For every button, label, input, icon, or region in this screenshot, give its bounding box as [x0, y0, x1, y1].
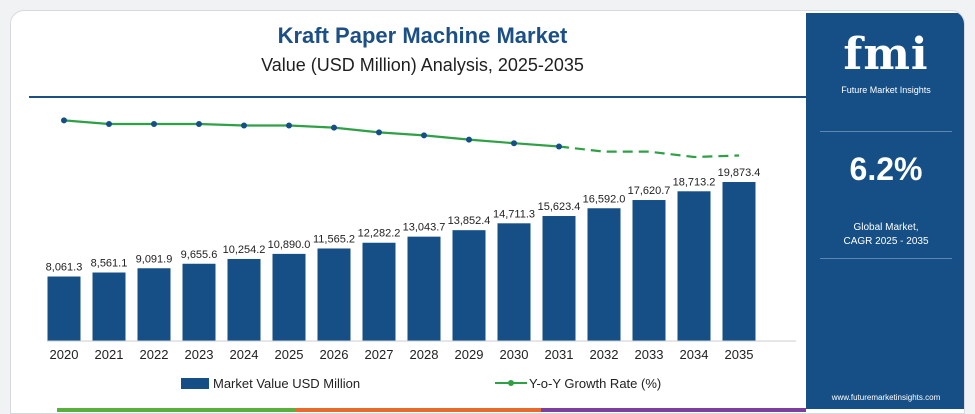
title-underline	[29, 96, 806, 98]
legend-swatch-marker	[508, 380, 514, 386]
x-tick-label: 2022	[140, 347, 169, 362]
bar	[47, 276, 81, 341]
legend-swatch-bars	[181, 378, 209, 389]
bar-value-label: 13,852.4	[448, 215, 491, 227]
bar-value-label: 8,061.3	[46, 262, 83, 274]
chart-title: Kraft Paper Machine Market	[277, 23, 568, 48]
x-tick-label: 2033	[635, 347, 664, 362]
panel-divider	[820, 131, 952, 132]
legend-label-line: Y-o-Y Growth Rate (%)	[529, 376, 661, 391]
x-tick-label: 2025	[275, 347, 304, 362]
x-tick-label: 2028	[410, 347, 439, 362]
bar-value-label: 12,282.2	[358, 228, 401, 240]
x-tick-label: 2024	[230, 347, 259, 362]
accent-strip-green	[57, 408, 295, 412]
website-url: www.futuremarketinsights.com	[831, 393, 941, 402]
logo-subtitle: Future Market Insights	[841, 85, 931, 95]
bar	[272, 253, 306, 341]
bar-value-label: 10,890.0	[268, 239, 311, 251]
bar-value-label: 15,623.4	[538, 201, 581, 213]
bar-value-label: 17,620.7	[628, 185, 671, 197]
bar	[677, 191, 711, 341]
bar-value-label: 14,711.3	[493, 208, 535, 220]
x-tick-label: 2030	[500, 347, 529, 362]
growth-point	[331, 124, 337, 131]
cagr-label: Global Market, CAGR 2025 - 2035	[816, 221, 956, 249]
bar	[362, 242, 396, 341]
bar	[92, 272, 126, 341]
x-tick-label: 2032	[590, 347, 619, 362]
x-tick-label: 2034	[680, 347, 709, 362]
market-chart: 8,061.3 2020 8,561.1 2021 9,091.9 2022 9,655.6…	[46, 117, 796, 391]
accent-strip-purple	[541, 408, 806, 412]
x-tick-label: 2035	[725, 347, 754, 362]
growth-point	[196, 121, 202, 127]
panel-divider	[820, 258, 952, 259]
growth-line-solid	[63, 119, 560, 148]
bar	[227, 258, 261, 341]
growth-point	[106, 121, 112, 127]
growth-point	[61, 117, 67, 124]
bar	[137, 268, 171, 341]
growth-point	[286, 122, 292, 129]
accent-strip-orange	[295, 408, 541, 412]
x-tick-label: 2023	[185, 347, 214, 362]
bar-value-label: 19,873.4	[718, 167, 761, 179]
growth-point	[241, 122, 247, 129]
bar	[182, 263, 216, 341]
x-tick-label: 2026	[320, 347, 349, 362]
bar	[542, 216, 576, 341]
chart-subtitle: Value (USD Million) Analysis, 2025-2035	[261, 55, 584, 75]
bar-value-label: 9,091.9	[136, 253, 173, 265]
growth-point	[376, 129, 382, 136]
growth-line-dashed	[558, 145, 740, 159]
x-tick-label: 2031	[545, 347, 574, 362]
bar-value-label: 10,254.2	[223, 244, 266, 256]
growth-point	[556, 143, 562, 150]
cagr-label-line1: Global Market,	[853, 222, 919, 233]
growth-point	[466, 136, 472, 143]
bar	[407, 236, 441, 341]
bar-value-label: 9,655.6	[181, 249, 218, 261]
growth-point	[511, 140, 517, 147]
bar	[722, 182, 756, 341]
bar	[452, 230, 486, 341]
x-tick-label: 2020	[50, 347, 79, 362]
fmi-logo: fmi Future Market Insights	[824, 27, 948, 107]
bar-value-label: 13,043.7	[403, 222, 446, 234]
cagr-value: 6.2%	[849, 151, 923, 187]
bar	[632, 200, 666, 341]
side-panel: fmi Future Market Insights 6.2% Global M…	[806, 13, 964, 409]
bar	[497, 223, 531, 341]
growth-point	[151, 121, 157, 127]
x-tick-label: 2029	[455, 347, 484, 362]
x-tick-label: 2027	[365, 347, 394, 362]
logo-wordmark: fmi	[843, 29, 929, 80]
chart-header: Kraft Paper Machine Market Value (USD Mi…	[29, 11, 816, 97]
bar-value-label: 8,561.1	[91, 258, 128, 270]
bar-value-label: 11,565.2	[313, 233, 355, 245]
bar	[587, 208, 621, 341]
bar-value-label: 16,592.0	[583, 193, 626, 205]
growth-point	[421, 132, 427, 139]
cagr-label-line2: CAGR 2025 - 2035	[843, 236, 929, 247]
x-tick-label: 2021	[95, 347, 124, 362]
bar	[317, 248, 351, 341]
legend-label-bars: Market Value USD Million	[213, 376, 360, 391]
chart-card: Kraft Paper Machine Market Value (USD Mi…	[10, 10, 965, 414]
bar-value-label: 18,713.2	[673, 176, 716, 188]
